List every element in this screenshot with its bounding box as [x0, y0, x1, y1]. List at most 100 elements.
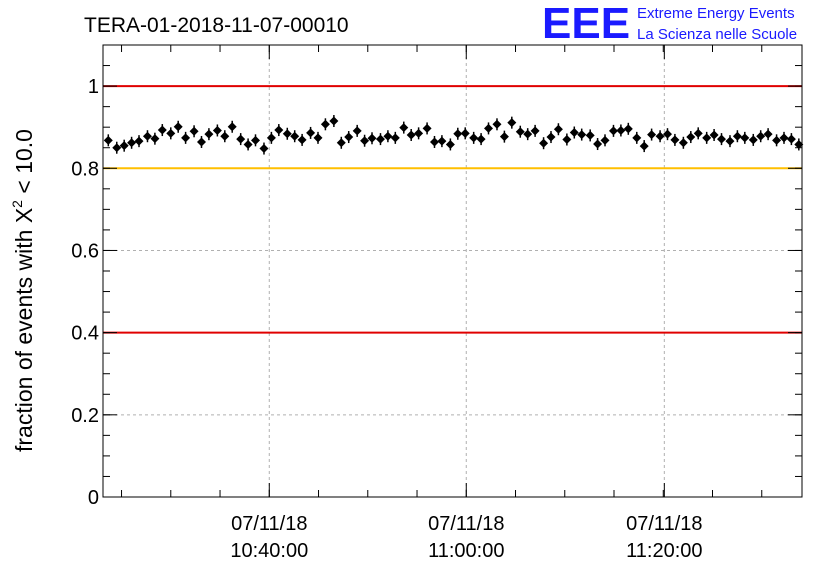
- data-point: [732, 130, 742, 143]
- data-point: [189, 125, 199, 138]
- data-point: [515, 125, 525, 138]
- data-point: [290, 130, 300, 143]
- data-point: [390, 131, 400, 144]
- data-point: [212, 124, 222, 137]
- data-point: [112, 141, 122, 154]
- data-point: [794, 138, 804, 151]
- data-point: [507, 116, 517, 129]
- data-point: [344, 131, 354, 144]
- data-point: [530, 124, 540, 137]
- data-point: [655, 130, 665, 143]
- data-point: [577, 128, 587, 141]
- eee-logo-line2: La Scienza nelle Scuole: [637, 26, 797, 43]
- data-point: [306, 126, 316, 139]
- data-point: [243, 138, 253, 151]
- data-point: [779, 131, 789, 144]
- data-point: [453, 127, 463, 140]
- data-point: [437, 135, 447, 148]
- data-point: [297, 133, 307, 146]
- data-point: [647, 128, 657, 141]
- eee-logo-line1: Extreme Energy Events: [637, 5, 795, 22]
- y-tick-label: 0: [88, 487, 99, 509]
- chart-title: TERA-01-2018-11-07-00010: [84, 14, 349, 37]
- data-point: [523, 128, 533, 141]
- data-point: [786, 133, 796, 146]
- data-point: [623, 122, 633, 135]
- data-point: [686, 131, 696, 144]
- data-point: [313, 131, 323, 144]
- data-point: [709, 128, 719, 141]
- data-point: [585, 129, 595, 142]
- data-point: [406, 128, 416, 141]
- data-point: [383, 130, 393, 143]
- data-point: [772, 134, 782, 147]
- data-point: [445, 138, 455, 151]
- x-tick-time-label: 11:20:00: [626, 540, 702, 562]
- y-axis-label: fraction of events with X2 < 10.0: [9, 129, 37, 452]
- data-point: [227, 120, 237, 133]
- data-point: [134, 135, 144, 148]
- y-tick-label: 1: [88, 76, 99, 98]
- data-point: [181, 131, 191, 144]
- data-points: [103, 115, 804, 155]
- data-point: [375, 133, 385, 146]
- x-tick-time-label: 10:40:00: [230, 540, 308, 562]
- data-point: [259, 142, 269, 155]
- data-point: [173, 120, 183, 133]
- x-tick-date-label: 07/11/18: [428, 513, 504, 535]
- data-point: [367, 132, 377, 145]
- data-point: [670, 133, 680, 146]
- data-point: [274, 124, 284, 137]
- data-point: [756, 130, 766, 143]
- data-point: [352, 124, 362, 137]
- data-point: [763, 128, 773, 141]
- data-point: [196, 135, 206, 148]
- data-point: [204, 128, 214, 141]
- grid: [103, 45, 802, 497]
- x-tick-time-label: 11:00:00: [428, 540, 504, 562]
- data-point: [484, 122, 494, 135]
- data-point: [693, 127, 703, 140]
- data-point: [740, 131, 750, 144]
- data-point: [103, 134, 113, 147]
- data-point: [725, 135, 735, 148]
- data-point: [616, 124, 626, 137]
- data-point: [142, 130, 152, 143]
- data-point: [127, 136, 137, 149]
- data-point: [702, 131, 712, 144]
- data-point: [422, 122, 432, 135]
- data-point: [329, 115, 339, 128]
- data-point: [639, 140, 649, 153]
- data-point: [282, 127, 292, 140]
- data-point: [569, 126, 579, 139]
- reference-lines: [103, 85, 802, 334]
- data-point: [220, 130, 230, 143]
- data-point: [336, 136, 346, 149]
- x-axis-ticks: 07/11/18 10:40:00 07/11/18 11:00:00 07/11/18…: [121, 45, 763, 562]
- eee-logo: EEE Extreme Energy Events La Scienza nel…: [542, 0, 797, 48]
- data-point: [251, 134, 261, 147]
- data-point: [546, 131, 556, 144]
- data-point: [678, 136, 688, 149]
- data-point: [476, 133, 486, 146]
- data-point: [150, 132, 160, 145]
- data-point: [632, 131, 642, 144]
- data-point: [460, 127, 470, 140]
- y-tick-label: 0.6: [71, 240, 99, 262]
- data-point: [157, 124, 167, 137]
- data-point: [600, 134, 610, 147]
- data-point: [266, 131, 276, 144]
- data-point: [429, 135, 439, 148]
- x-tick-date-label: 07/11/18: [626, 513, 702, 535]
- data-point: [608, 124, 618, 137]
- y-tick-label: 0.8: [71, 158, 99, 180]
- data-point: [553, 123, 563, 136]
- eee-logo-letters: EEE: [542, 0, 630, 48]
- y-tick-label: 0.4: [71, 323, 99, 345]
- data-point: [320, 118, 330, 131]
- y-tick-label: 0.2: [71, 405, 99, 427]
- data-point: [499, 130, 509, 143]
- plot-frame: [102, 44, 803, 498]
- data-point: [360, 134, 370, 147]
